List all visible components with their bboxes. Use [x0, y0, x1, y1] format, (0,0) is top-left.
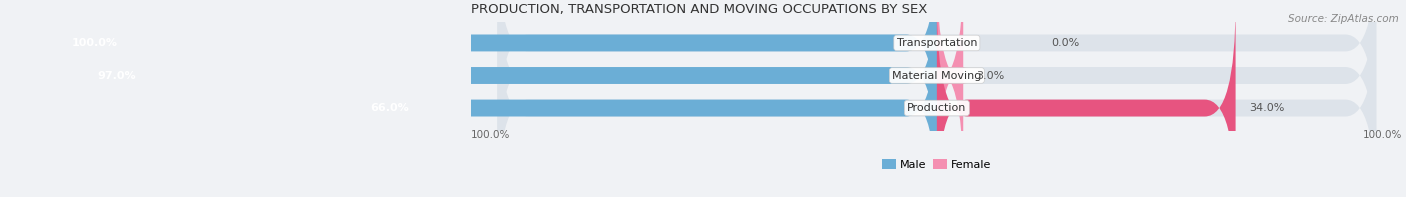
Text: Source: ZipAtlas.com: Source: ZipAtlas.com [1288, 14, 1399, 24]
Text: PRODUCTION, TRANSPORTATION AND MOVING OCCUPATIONS BY SEX: PRODUCTION, TRANSPORTATION AND MOVING OC… [471, 4, 928, 17]
Text: Production: Production [907, 103, 966, 113]
Text: Material Moving: Material Moving [893, 71, 981, 81]
Text: 34.0%: 34.0% [1249, 103, 1284, 113]
FancyBboxPatch shape [498, 0, 1376, 148]
Text: 100.0%: 100.0% [1364, 130, 1403, 140]
Text: 66.0%: 66.0% [370, 103, 409, 113]
Text: 0.0%: 0.0% [1052, 38, 1080, 48]
FancyBboxPatch shape [932, 0, 967, 181]
Text: 3.0%: 3.0% [976, 71, 1005, 81]
FancyBboxPatch shape [936, 3, 1236, 197]
Text: 97.0%: 97.0% [98, 71, 136, 81]
FancyBboxPatch shape [84, 0, 936, 181]
Text: 100.0%: 100.0% [471, 130, 510, 140]
Text: Transportation: Transportation [897, 38, 977, 48]
FancyBboxPatch shape [357, 3, 936, 197]
Text: 100.0%: 100.0% [72, 38, 118, 48]
FancyBboxPatch shape [498, 3, 1376, 197]
FancyBboxPatch shape [498, 0, 1376, 181]
Legend: Male, Female: Male, Female [877, 155, 995, 174]
FancyBboxPatch shape [58, 0, 936, 148]
